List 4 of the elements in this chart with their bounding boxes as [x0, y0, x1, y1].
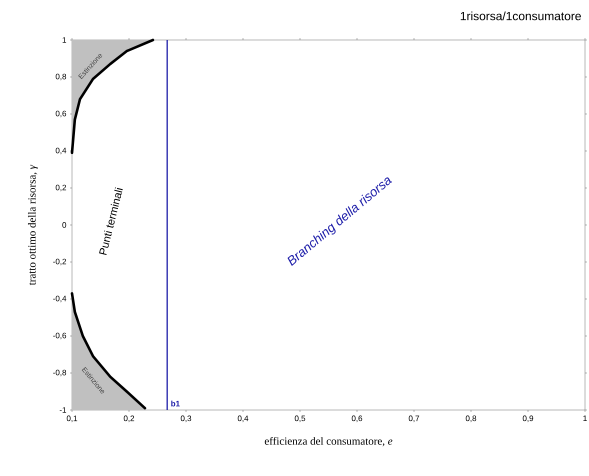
y-axis-title: tratto ottimo della risorsa, γ	[28, 164, 38, 286]
annotation: Punti terminali	[99, 187, 123, 256]
chart-title: 1risorsa/1consumatore	[460, 12, 581, 20]
x-axis-title: efficienza del consumatore, e	[264, 436, 392, 446]
